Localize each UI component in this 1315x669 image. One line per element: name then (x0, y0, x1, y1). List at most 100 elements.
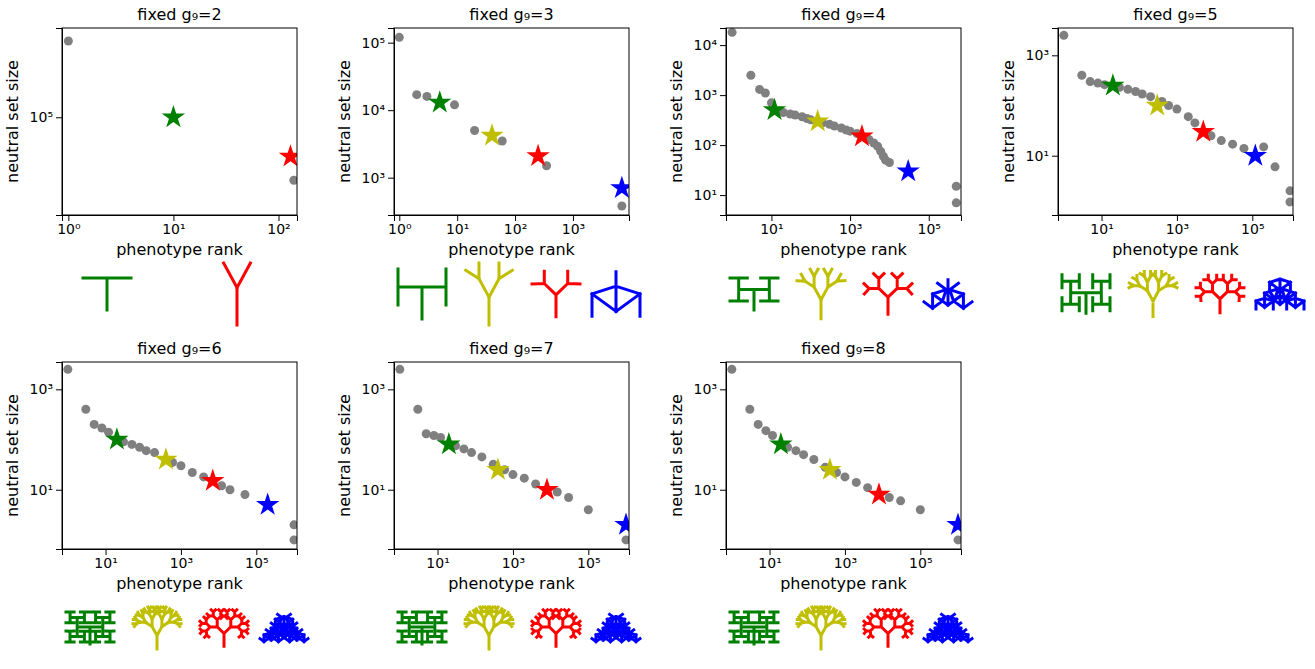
y-tick: 10³ (1026, 47, 1058, 63)
point (746, 71, 755, 80)
phenotype-icon (730, 278, 778, 310)
panel-title: fixed g₉=4 (801, 5, 885, 24)
point (188, 468, 197, 477)
point (422, 429, 431, 438)
plot-frame (394, 28, 629, 215)
panel: 10⁰10¹10²10⁵fixed g₉=2phenotype rankneut… (3, 5, 302, 325)
x-tick: 10³ (839, 215, 862, 237)
point (1123, 85, 1132, 94)
y-axis-line (1052, 29, 1059, 216)
x-tick-label: 10³ (839, 221, 862, 237)
y-tick-mark (720, 95, 726, 96)
x-tick-label: 10¹ (758, 555, 781, 571)
phenotype-icon (83, 278, 131, 310)
point (81, 405, 90, 414)
y-tick-mark (720, 45, 726, 46)
x-tick-label: 10⁰ (388, 221, 412, 237)
point (1077, 71, 1086, 80)
panel: 10⁰10¹10²10³10³10⁴10⁵fixed g₉=3phenotype… (335, 5, 640, 325)
point (916, 505, 925, 514)
phenotype-icon (200, 610, 248, 646)
star-marker (614, 513, 629, 535)
y-tick-mark (388, 178, 394, 179)
y-tick: 10¹ (1026, 148, 1058, 164)
y-tick: 10¹ (362, 482, 394, 498)
y-tick-label: 10³ (362, 381, 385, 397)
phenotype-icon (466, 263, 513, 325)
point (395, 365, 404, 374)
point (761, 89, 770, 98)
panel-title: fixed g₉=2 (137, 5, 221, 24)
x-tick-label: 10³ (502, 555, 525, 571)
panel-title: fixed g₉=7 (469, 339, 553, 358)
x-tick-label: 10⁵ (918, 221, 941, 237)
x-axis-title: phenotype rank (1112, 240, 1239, 259)
x-tick-label: 10³ (170, 555, 193, 571)
y-tick: 10³ (694, 381, 726, 397)
x-tick-label: 10⁵ (577, 555, 600, 571)
y-axis-title: neutral set size (335, 60, 354, 183)
x-tick-label: 10³ (834, 555, 857, 571)
star-marker (1146, 93, 1169, 115)
x-tick-label: 10¹ (162, 221, 185, 237)
y-tick-mark (1052, 55, 1058, 56)
x-tick: 10¹ (760, 215, 783, 237)
x-tick-label: 10¹ (760, 221, 783, 237)
phenotype-icon (224, 263, 251, 325)
point (840, 472, 849, 481)
point (290, 520, 297, 529)
y-axis: 10¹ 10³ (1026, 29, 1059, 216)
x-axis-title: phenotype rank (448, 574, 575, 593)
point (1086, 77, 1095, 86)
point (952, 182, 961, 191)
x-axis-title: phenotype rank (116, 240, 243, 259)
panel-title: fixed g₉=3 (469, 5, 553, 24)
plot-frame (62, 28, 297, 215)
star-marker (256, 493, 279, 515)
point (412, 90, 421, 99)
point (127, 440, 136, 449)
phenotype-icon (133, 607, 181, 649)
point (498, 136, 507, 145)
point (289, 176, 297, 185)
y-tick: 10³ (30, 381, 62, 397)
phenotype-icon (532, 271, 580, 316)
y-tick-label: 10³ (30, 381, 53, 397)
y-tick-mark (388, 389, 394, 390)
point (1059, 31, 1068, 40)
point (885, 493, 894, 502)
y-axis: 10¹10³ (694, 363, 727, 550)
x-tick: 10³ (1166, 215, 1189, 237)
x-tick-label: 10⁰ (57, 221, 81, 237)
point (459, 444, 468, 453)
phenotype-icon (592, 614, 640, 641)
point (896, 496, 905, 505)
panel: 10¹10³10⁵10¹10³fixed g₉=6phenotype rankn… (3, 339, 308, 649)
x-tick: 10³ (834, 549, 857, 571)
x-tick: 10¹ (1090, 215, 1113, 237)
point (1184, 112, 1193, 121)
figure: 10⁰10¹10²10⁵fixed g₉=2phenotype rankneut… (0, 0, 1315, 669)
plot-frame (62, 362, 297, 549)
panel-title: fixed g₉=5 (1133, 5, 1217, 24)
point (1259, 142, 1268, 151)
y-tick-label: 10³ (694, 381, 717, 397)
plot-area (395, 365, 629, 545)
x-tick: 10⁵ (577, 549, 600, 571)
phenotype-icon (398, 269, 446, 319)
point (809, 455, 818, 464)
star-marker (1244, 143, 1267, 165)
star-marker (105, 427, 128, 449)
point (1286, 197, 1293, 206)
x-tick-label: 10³ (1166, 221, 1189, 237)
point (799, 450, 808, 459)
x-tick-label: 10¹ (426, 555, 449, 571)
point (142, 446, 151, 455)
x-tick: 10³ (170, 549, 193, 571)
y-axis-title: neutral set size (335, 394, 354, 517)
y-tick-label: 10¹ (1026, 148, 1049, 164)
phenotype-icon (864, 610, 912, 646)
phenotype-icon (797, 607, 845, 649)
star-marker (867, 482, 890, 504)
point (617, 202, 626, 211)
